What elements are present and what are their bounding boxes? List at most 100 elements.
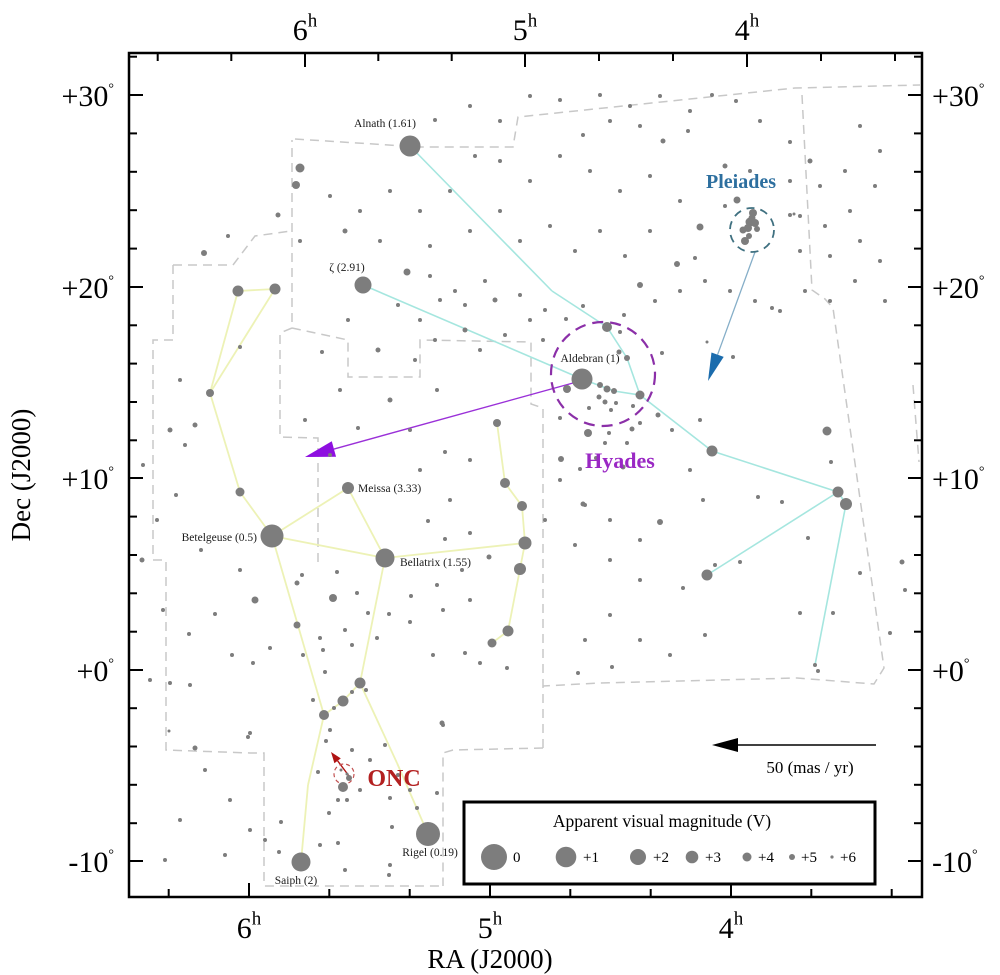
field-star: [318, 843, 322, 847]
field-star: [339, 768, 343, 772]
figure-star: [206, 389, 214, 397]
figure-star: [624, 355, 630, 361]
star-label-aldebaran: Aldebran (1): [560, 353, 619, 365]
field-star: [448, 189, 452, 193]
field-star: [336, 841, 340, 845]
field-star: [657, 519, 663, 525]
field-star: [294, 580, 300, 586]
field-star: [396, 303, 400, 307]
scale-arrow-head: [712, 738, 738, 752]
field-star: [608, 119, 612, 123]
field-star: [758, 119, 762, 123]
figure-star: [611, 388, 617, 394]
field-star: [443, 537, 447, 541]
taurus-figure-line: [362, 284, 583, 380]
pleiades-member-star: [741, 237, 749, 245]
figure-star: [232, 285, 244, 297]
field-star: [518, 293, 522, 297]
taurus-figure-line: [814, 503, 847, 666]
field-star: [435, 388, 439, 392]
pleiades-proper-motion-arrow-head: [708, 352, 724, 381]
hyades-member-star: [563, 385, 571, 393]
field-star: [426, 519, 430, 523]
taurus-boundary-south: [291, 140, 544, 748]
hyades-member-star: [584, 429, 592, 437]
field-star: [473, 154, 477, 158]
hyades-member-star: [578, 467, 582, 471]
ra-tick-label-bottom: 6h: [237, 909, 262, 946]
field-star: [770, 306, 774, 310]
taurus-figure-line: [551, 290, 608, 328]
legend-mag-circle: [830, 855, 834, 859]
field-star: [338, 388, 342, 392]
field-star: [598, 93, 602, 97]
hyades-member-star: [625, 441, 629, 445]
field-star: [418, 318, 422, 322]
proper-motion-arrows-layer: [305, 251, 876, 777]
orion-figure-line: [347, 487, 386, 559]
field-star: [428, 274, 432, 278]
field-star: [345, 798, 349, 802]
field-star: [548, 224, 552, 228]
pleiades-proper-motion-arrow-line: [716, 251, 756, 355]
field-star: [558, 98, 562, 102]
star-saiph: [291, 852, 311, 872]
field-star: [167, 729, 171, 733]
field-star: [364, 688, 368, 692]
ra-tick-label-top: 5h: [513, 11, 538, 48]
field-star: [329, 594, 337, 602]
field-star: [498, 119, 502, 123]
field-star: [316, 770, 320, 774]
orion-figure-line: [271, 535, 386, 559]
field-star: [251, 661, 255, 665]
taurus-figure-line: [639, 394, 713, 452]
field-star: [598, 229, 602, 233]
field-star: [183, 443, 187, 447]
orion-figure-line: [209, 392, 241, 493]
field-star: [903, 588, 907, 592]
field-star: [277, 850, 281, 854]
field-star: [853, 279, 857, 283]
field-star: [293, 621, 301, 629]
field-star: [638, 538, 642, 542]
dec-tick-label-right: +10°: [932, 463, 985, 496]
ra-tick-label-bottom: 4h: [719, 909, 744, 946]
field-star: [167, 427, 173, 433]
field-star: [246, 735, 250, 739]
hyades-member-star: [564, 317, 568, 321]
hyades-member-star: [614, 401, 618, 405]
field-star: [608, 518, 612, 522]
field-star: [468, 458, 472, 462]
field-star: [203, 768, 207, 772]
hyades-member-star: [602, 399, 608, 405]
field-star: [478, 661, 482, 665]
field-star: [756, 495, 760, 499]
hyades-member-star: [541, 338, 545, 342]
field-star: [492, 297, 498, 303]
field-star: [628, 104, 632, 108]
field-star: [375, 636, 379, 640]
pleiades-member-star: [746, 233, 752, 239]
field-star: [387, 397, 393, 403]
field-star: [418, 209, 422, 213]
figure-star: [235, 487, 245, 497]
legend-mag-label: +3: [705, 850, 721, 866]
field-star: [653, 299, 657, 303]
legend-mag-circle: [742, 852, 752, 862]
field-star: [780, 500, 784, 504]
star-zeta-tau: [354, 276, 372, 294]
field-star: [438, 298, 442, 302]
legend-mag-label: +2: [653, 850, 669, 866]
field-star: [703, 279, 707, 283]
field-star: [681, 586, 685, 590]
field-star: [798, 249, 802, 253]
field-star: [213, 612, 217, 616]
field-star: [226, 234, 230, 238]
field-star: [460, 568, 464, 572]
hyades-member-star: [638, 421, 642, 425]
hyades-member-star: [620, 464, 626, 470]
field-star: [390, 825, 394, 829]
hyades-member-star: [609, 408, 613, 412]
field-star: [788, 140, 792, 144]
